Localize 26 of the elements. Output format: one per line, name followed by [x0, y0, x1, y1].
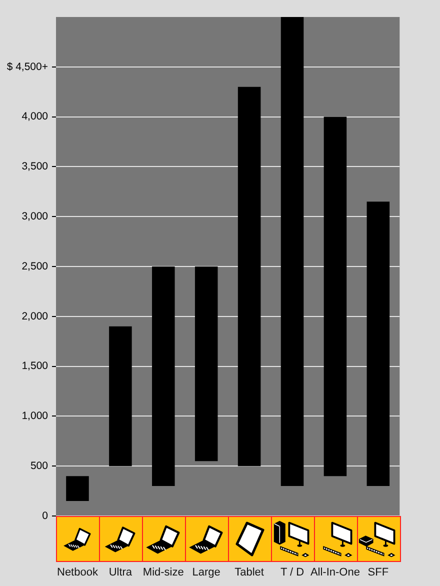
x-tick-label: Netbook	[56, 566, 98, 579]
x-tick-label: Large	[192, 566, 220, 579]
x-tick-label: Ultra	[108, 566, 133, 579]
x-tick-label: Mid-size	[142, 566, 184, 579]
x-tick-label: All-In-One	[310, 566, 360, 579]
y-tick-label: $ 4,500+	[6, 60, 48, 73]
bar	[238, 86, 261, 466]
y-tick-label: 0	[42, 510, 48, 522]
x-tick-label: Tablet	[234, 566, 264, 579]
bar	[366, 202, 390, 486]
y-tick-label: 1,000	[22, 410, 48, 422]
bar	[280, 17, 304, 486]
bar	[194, 266, 218, 462]
y-tick-label: 2,000	[22, 310, 48, 322]
y-tick-label: 2,500	[22, 260, 48, 272]
y-tick-label: 1,500	[22, 360, 48, 372]
bar	[152, 266, 175, 486]
y-tick-label: 3,000	[22, 210, 48, 222]
bar	[66, 476, 89, 502]
bar	[109, 326, 132, 466]
y-tick-label: 3,500	[22, 160, 48, 173]
y-tick-label: 4,000	[22, 110, 48, 123]
bar	[324, 116, 347, 476]
y-tick-label: 500	[30, 460, 48, 472]
x-tick-label: SFF	[368, 566, 389, 579]
x-tick-label: T / D	[280, 566, 304, 579]
